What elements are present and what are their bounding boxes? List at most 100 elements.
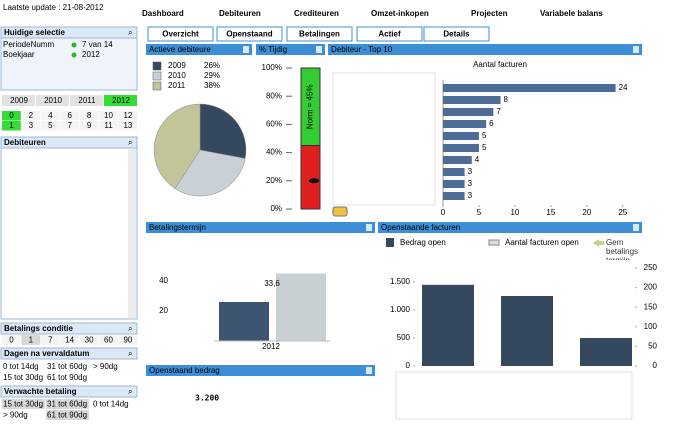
legend-label: 2011 <box>168 81 186 90</box>
nav-tab[interactable]: Dashboard <box>142 9 184 18</box>
year-label[interactable]: 2012 <box>112 96 130 105</box>
verwacht-item[interactable]: 61 tot 90dg <box>47 411 87 420</box>
subnav-label[interactable]: Betalingen <box>299 30 340 39</box>
month-cell[interactable] <box>40 121 60 131</box>
subnav-button[interactable] <box>216 26 283 42</box>
panel-title: Openstaand bedrag <box>149 366 220 375</box>
month-cell[interactable] <box>2 111 21 121</box>
condition-cell[interactable] <box>21 335 41 345</box>
legend-swatch <box>152 61 162 71</box>
panel-title: Huidige selectie <box>4 28 65 37</box>
nav-tab[interactable]: Variabele balans <box>540 9 603 18</box>
dagen-item[interactable]: > 90dg <box>93 362 118 371</box>
subnav-button[interactable] <box>147 26 214 42</box>
month-label[interactable]: 0 <box>9 111 14 120</box>
month-cell[interactable] <box>99 111 118 121</box>
nav-tab[interactable]: Omzet-inkopen <box>371 9 429 18</box>
month-label[interactable]: 5 <box>48 121 53 130</box>
verwacht-item[interactable]: 31 tot 60dg <box>47 400 87 409</box>
month-label[interactable]: 8 <box>87 111 92 120</box>
panel-header <box>146 365 375 376</box>
condition-label[interactable]: 0 <box>9 336 14 345</box>
gauge-tick-label: 20% <box>266 176 282 185</box>
bar <box>443 168 465 176</box>
verwacht-item[interactable]: > 90dg <box>3 411 28 420</box>
nav-tab[interactable]: Crediteuren <box>294 9 339 18</box>
nav-tab[interactable]: Debiteuren <box>219 9 261 18</box>
legend-label-box: Gem betalings termijn <box>606 238 639 260</box>
month-cell[interactable] <box>21 111 41 121</box>
bar <box>443 96 501 104</box>
month-label[interactable]: 13 <box>123 121 132 130</box>
panel-header <box>0 347 138 360</box>
condition-cell[interactable] <box>40 335 60 345</box>
month-label[interactable]: 4 <box>48 111 53 120</box>
subnav-label[interactable]: Openstaand <box>226 30 272 39</box>
year-cell[interactable] <box>104 95 137 106</box>
panel-header <box>256 44 325 55</box>
year-cell[interactable] <box>2 95 35 106</box>
condition-label[interactable]: 90 <box>123 336 132 345</box>
month-label[interactable]: 9 <box>87 121 92 130</box>
panel-title: Openstaande facturen <box>381 223 460 232</box>
condition-cell[interactable] <box>60 335 79 345</box>
year-label[interactable]: 2010 <box>44 96 62 105</box>
pie-slice <box>174 149 246 197</box>
month-label[interactable]: 10 <box>104 111 113 120</box>
panel-header <box>0 322 138 335</box>
month-cell[interactable] <box>21 121 41 131</box>
condition-cell[interactable] <box>118 335 138 345</box>
condition-label[interactable]: 30 <box>85 336 94 345</box>
legend-label: 2010 <box>168 71 186 80</box>
month-cell[interactable] <box>79 121 99 131</box>
year-cell[interactable] <box>70 95 103 106</box>
month-label[interactable]: 7 <box>67 121 72 130</box>
dagen-item[interactable]: 31 tot 60dg <box>47 362 87 371</box>
subnav-label[interactable]: Actief <box>378 30 401 39</box>
month-cell[interactable] <box>60 111 79 121</box>
dagen-item[interactable]: 15 tot 30dg <box>3 373 43 382</box>
panel-icon <box>633 224 639 231</box>
month-label[interactable]: 3 <box>29 121 34 130</box>
year-label[interactable]: 2011 <box>78 96 96 105</box>
verwacht-item[interactable]: 15 tot 30dg <box>3 400 43 409</box>
month-label[interactable]: 6 <box>67 111 72 120</box>
month-label[interactable]: 2 <box>29 111 34 120</box>
dagen-item[interactable]: 0 tot 14dg <box>3 362 39 371</box>
gauge-tick-label: 40% <box>266 148 282 157</box>
month-cell[interactable] <box>118 111 138 121</box>
month-label[interactable]: 12 <box>123 111 132 120</box>
month-cell[interactable] <box>40 111 60 121</box>
month-cell[interactable] <box>99 121 118 131</box>
condition-label[interactable]: 7 <box>48 336 53 345</box>
condition-cell[interactable] <box>99 335 118 345</box>
legend-icon <box>593 239 604 247</box>
year-cell[interactable] <box>36 95 69 106</box>
subnav-button[interactable] <box>356 26 423 42</box>
month-label[interactable]: 11 <box>104 121 113 130</box>
condition-cell[interactable] <box>2 335 21 345</box>
bar <box>443 192 465 200</box>
verwacht-item[interactable]: 0 tot 14dg <box>93 400 129 409</box>
zoom-icon[interactable] <box>332 206 348 217</box>
subnav-button[interactable] <box>423 26 490 42</box>
subnav-button[interactable] <box>286 26 353 42</box>
dagen-item[interactable]: 61 tot 90dg <box>47 373 87 382</box>
year-label[interactable]: 2009 <box>10 96 28 105</box>
month-label[interactable]: 1 <box>9 121 14 130</box>
subnav-label[interactable]: Details <box>443 30 470 39</box>
selection-field: PeriodeNumm <box>3 40 54 49</box>
month-cell[interactable] <box>79 111 99 121</box>
condition-label[interactable]: 60 <box>104 336 113 345</box>
y-tick-label: 1.000 <box>390 305 411 314</box>
y-tick-label: 0 <box>406 361 411 370</box>
legend-label: Gem betalings termijn <box>606 238 639 260</box>
month-cell[interactable] <box>2 121 21 131</box>
condition-label[interactable]: 1 <box>29 336 34 345</box>
condition-cell[interactable] <box>79 335 99 345</box>
subnav-label[interactable]: Overzicht <box>162 30 199 39</box>
nav-tab[interactable]: Projecten <box>471 9 508 18</box>
month-cell[interactable] <box>118 121 138 131</box>
month-cell[interactable] <box>60 121 79 131</box>
condition-label[interactable]: 14 <box>65 336 74 345</box>
